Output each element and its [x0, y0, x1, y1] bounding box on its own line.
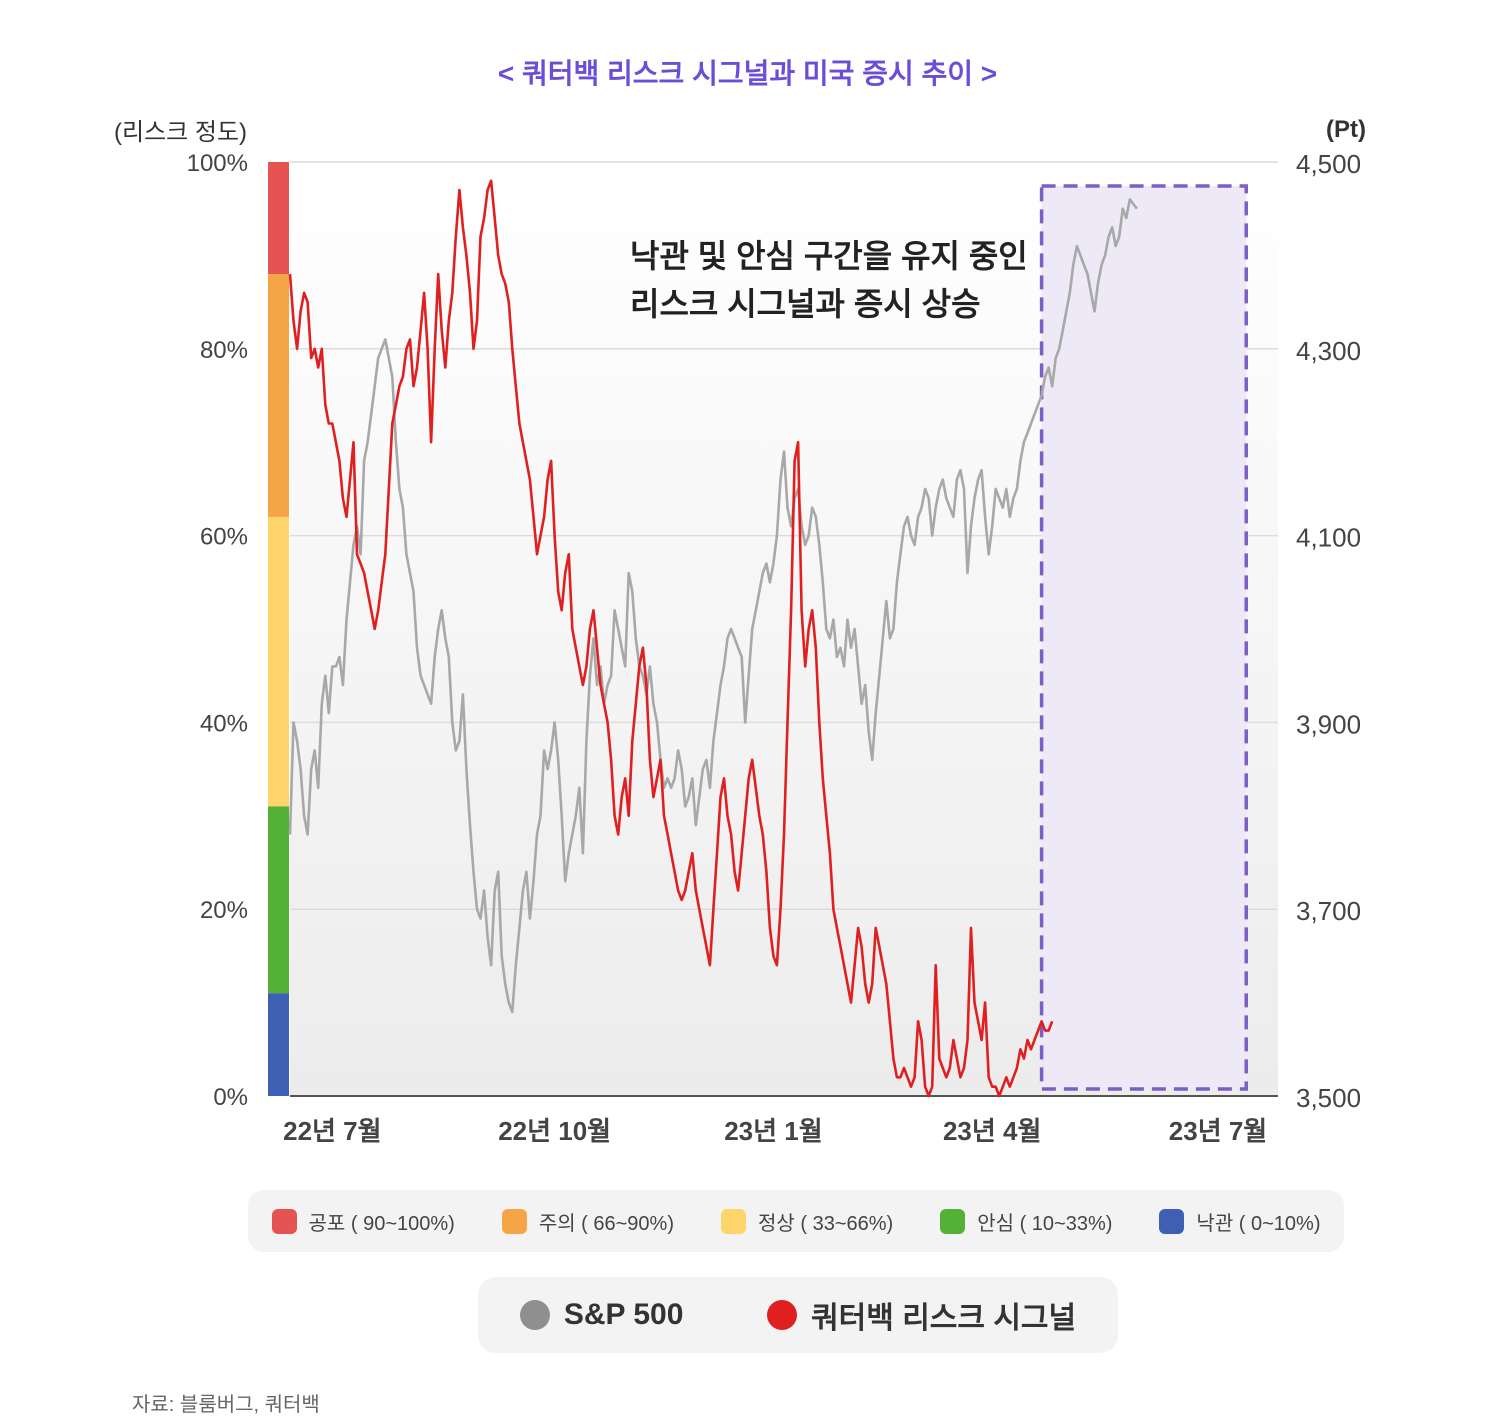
- legend-risk-signal: 쿼터백 리스크 시그널: [767, 1293, 1076, 1337]
- legend-swatch-optimism: [1159, 1208, 1185, 1234]
- x-tick-label: 22년 7월: [283, 1116, 381, 1146]
- risk-zone-band: [268, 806, 289, 994]
- left-tick-label: 60%: [200, 524, 248, 551]
- right-tick-label: 3,900: [1296, 709, 1361, 739]
- legend-swatch-relief: [940, 1208, 966, 1234]
- right-tick-label: 3,700: [1296, 896, 1361, 926]
- legend-label-relief: 안심 ( 10~33%): [977, 1212, 1113, 1235]
- legend-label-normal: 정상 ( 33~66%): [758, 1212, 894, 1235]
- risk-signal-line: [288, 179, 1054, 1098]
- left-tick-label: 20%: [200, 897, 248, 924]
- left-tick-label: 40%: [200, 710, 248, 737]
- x-tick-label: 23년 7월: [1169, 1116, 1267, 1146]
- risk-zone-band: [268, 993, 289, 1096]
- legend-zone-relief: 안심 ( 10~33%): [940, 1207, 1112, 1236]
- legend-zone-caution: 주의 ( 66~90%): [501, 1207, 675, 1236]
- legend-label-caution: 주의 ( 66~90%): [538, 1212, 675, 1235]
- chart-plot: 0% 3,500 20% 3,700 40% 3,900 60% 4,100 80% 4,300 1…: [187, 149, 1361, 1146]
- risk-zone-band: [268, 162, 289, 275]
- legend-label-fear: 공포 ( 90~100%): [308, 1212, 455, 1235]
- legend-swatch-normal: [721, 1208, 747, 1234]
- chart-annotation: 낙관 및 안심 구간을 유지 중인 리스크 시그널과 증시 상승: [630, 232, 1028, 328]
- annotation-line-1: 낙관 및 안심 구간을 유지 중인: [630, 238, 1028, 274]
- left-tick-label: 80%: [200, 337, 248, 364]
- right-axis-title: (Pt): [1326, 116, 1366, 143]
- risk-zone-legend: 공포 ( 90~100%) 주의 ( 66~90%) 정상 ( 33~66%) …: [248, 1190, 1344, 1252]
- sp500-line: [288, 198, 1138, 1014]
- right-tick-label: 3,500: [1296, 1083, 1361, 1113]
- legend-zone-optimism: 낙관 ( 0~10%): [1159, 1207, 1321, 1236]
- source-note: 자료: 블룸버그, 쿼터백: [132, 1394, 320, 1416]
- right-tick-label: 4,300: [1296, 336, 1361, 366]
- left-axis-title: (리스크 정도): [114, 119, 248, 146]
- chart-title: < 쿼터백 리스크 시그널과 미국 증시 추이 >: [497, 58, 998, 89]
- legend-label-sp500: S&P 500: [563, 1298, 684, 1331]
- legend-sp500: S&P 500: [519, 1298, 684, 1332]
- legend-dot-risk-signal: [767, 1300, 798, 1330]
- x-tick-label: 22년 10월: [498, 1116, 611, 1146]
- right-tick-label: 4,500: [1296, 149, 1361, 179]
- risk-zone-band: [268, 274, 289, 517]
- left-tick-label: 100%: [187, 150, 248, 177]
- annotation-line-2: 리스크 시그널과 증시 상승: [630, 286, 981, 322]
- legend-dot-sp500: [519, 1300, 550, 1330]
- legend-label-risk-signal: 쿼터백 리스크 시그널: [811, 1302, 1077, 1335]
- legend-swatch-fear: [271, 1208, 297, 1234]
- risk-zone-band: [268, 516, 289, 807]
- legend-label-optimism: 낙관 ( 0~10%): [1196, 1212, 1321, 1235]
- highlight-region: [1039, 184, 1248, 1091]
- series-legend: S&P 500 쿼터백 리스크 시그널: [478, 1277, 1118, 1353]
- legend-zone-normal: 정상 ( 33~66%): [721, 1207, 893, 1236]
- x-tick-label: 23년 1월: [724, 1116, 822, 1146]
- right-tick-label: 4,100: [1296, 523, 1361, 553]
- legend-swatch-caution: [501, 1208, 527, 1234]
- legend-zone-fear: 공포 ( 90~100%): [271, 1207, 455, 1236]
- x-tick-label: 23년 4월: [943, 1116, 1041, 1146]
- left-tick-label: 0%: [213, 1084, 248, 1111]
